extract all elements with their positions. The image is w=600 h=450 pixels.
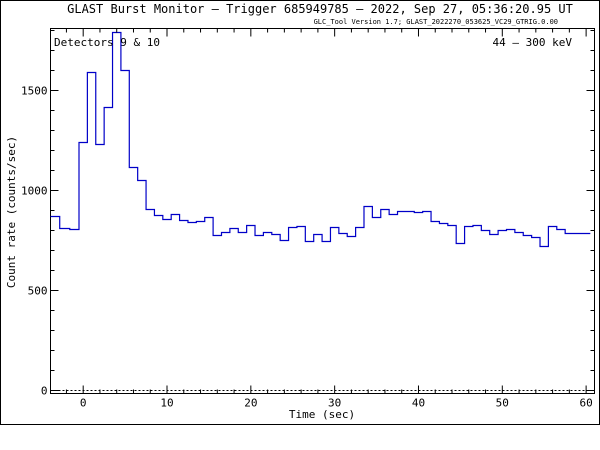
figure-frame	[0, 0, 600, 425]
x-axis-label: Time (sec)	[289, 408, 355, 421]
x-tick-label: 60	[579, 397, 592, 410]
y-tick-label: 1500	[21, 85, 48, 98]
y-tick-label: 500	[28, 285, 48, 298]
y-axis-ticks: 0 500 1000 1500	[21, 30, 595, 398]
x-tick-label: 0	[80, 397, 87, 410]
x-tick-label: 40	[412, 397, 425, 410]
plot-area: 0 10 20 30 40 50 60 0 500 1000 1500	[21, 28, 595, 410]
x-tick-label: 10	[160, 397, 173, 410]
plot-frame	[50, 28, 595, 394]
x-axis-ticks: 0 10 20 30 40 50 60	[65, 28, 593, 410]
y-axis-label: Count rate (counts/sec)	[5, 136, 18, 288]
x-tick-label: 20	[244, 397, 257, 410]
count-rate-series	[50, 31, 591, 248]
y-tick-label: 0	[41, 385, 48, 398]
chart-title: GLAST Burst Monitor – Trigger 685949785 …	[67, 2, 573, 16]
x-tick-label: 50	[496, 397, 509, 410]
energy-range-label: 44 – 300 keV	[493, 36, 573, 49]
version-label: GLC_Tool Version 1.7; GLAST_2022270_0536…	[314, 18, 558, 26]
y-tick-label: 1000	[21, 185, 48, 198]
detectors-label: Detectors 9 & 10	[54, 36, 160, 49]
x-tick-label: 30	[328, 397, 341, 410]
